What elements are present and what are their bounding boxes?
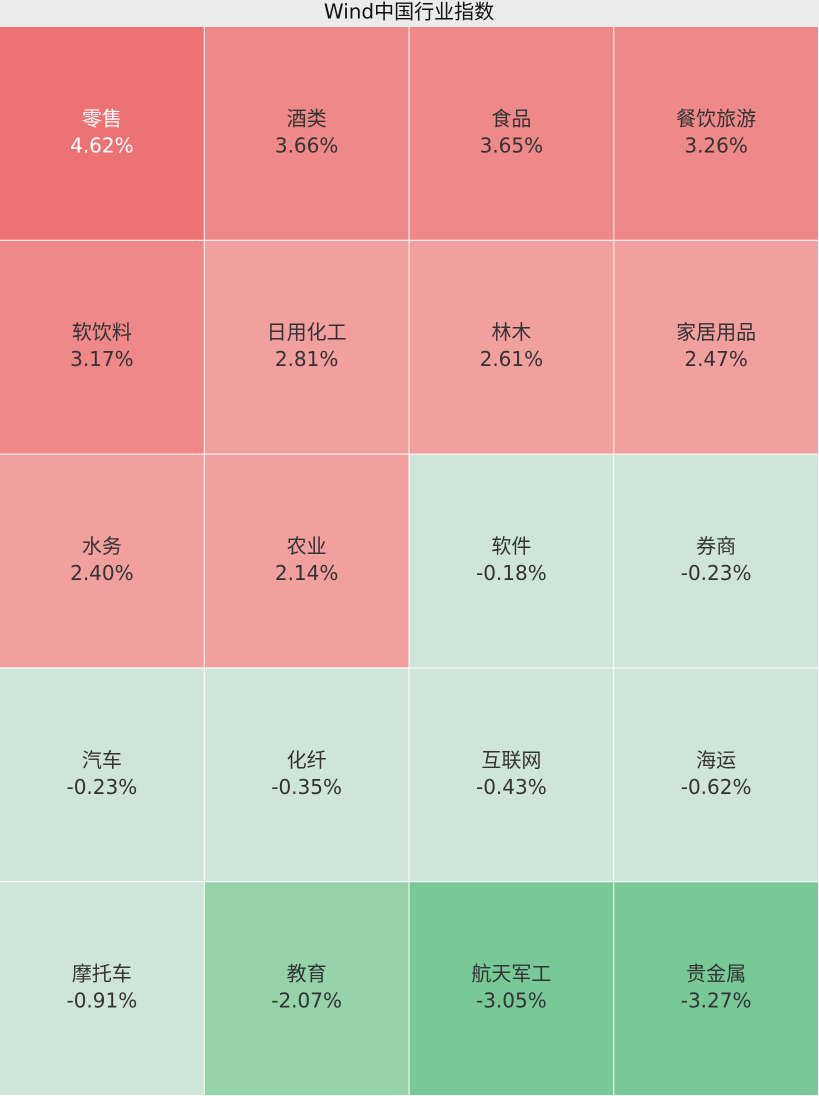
heat-cell [0, 882, 204, 1095]
cell-value: 4.62% [70, 133, 134, 157]
cell-label: 摩托车 [72, 962, 132, 986]
cell-label: 航天军工 [471, 962, 551, 986]
cell-value: 2.81% [275, 347, 339, 371]
cell-value: -0.23% [66, 775, 137, 799]
cell-value: -3.27% [681, 989, 752, 1013]
cell-value: 3.17% [70, 347, 134, 371]
heat-cell [614, 668, 818, 882]
cell-label: 餐饮旅游 [676, 106, 756, 130]
heat-cell [409, 240, 614, 454]
cell-label: 海运 [696, 748, 736, 772]
heat-cell [204, 240, 409, 454]
cell-value: -0.62% [681, 775, 752, 799]
heat-cell [614, 27, 818, 240]
heat-cell [409, 882, 614, 1095]
cell-value: -0.35% [271, 775, 342, 799]
cell-label: 零售 [82, 106, 122, 130]
cell-value: 2.61% [480, 347, 544, 371]
heat-cell [204, 454, 409, 668]
heat-cell [204, 27, 409, 240]
cell-value: -3.05% [476, 989, 547, 1013]
cell-label: 教育 [287, 962, 327, 986]
cell-label: 林木 [491, 320, 531, 344]
cell-value: -0.91% [66, 989, 137, 1013]
cell-value: -0.43% [476, 775, 547, 799]
cell-label: 酒类 [287, 106, 327, 130]
cell-value: -0.23% [681, 561, 752, 585]
heat-cell [409, 668, 614, 882]
heat-cell [0, 454, 204, 668]
cell-label: 家居用品 [676, 320, 756, 344]
cell-value: 3.66% [275, 133, 339, 157]
heat-cell [614, 454, 818, 668]
cell-label: 软饮料 [72, 320, 132, 344]
cell-label: 农业 [287, 534, 327, 558]
heat-cell [409, 27, 614, 240]
cell-value: 3.65% [480, 133, 544, 157]
cell-label: 水务 [82, 534, 122, 558]
cell-value: 2.40% [70, 561, 134, 585]
cell-label: 软件 [491, 534, 531, 558]
title-bar [0, 0, 819, 27]
cell-label: 贵金属 [686, 962, 746, 986]
heat-cell [614, 882, 818, 1095]
heat-cell [0, 668, 204, 882]
heat-cell [614, 240, 818, 454]
cell-label: 日用化工 [267, 320, 347, 344]
cell-value: -2.07% [271, 989, 342, 1013]
cell-label: 化纤 [287, 748, 327, 772]
heat-cell [409, 454, 614, 668]
cell-value: 3.26% [684, 133, 748, 157]
heat-cell [0, 240, 204, 454]
cell-label: 互联网 [481, 748, 541, 772]
cell-label: 食品 [491, 106, 531, 130]
cell-label: 汽车 [82, 748, 122, 772]
cell-value: -0.18% [476, 561, 547, 585]
chart-title: Wind中国行业指数 [324, 0, 494, 24]
cell-label: 券商 [696, 534, 736, 558]
cell-value: 2.14% [275, 561, 339, 585]
heat-cell [204, 882, 409, 1095]
heat-cell [0, 27, 204, 240]
cell-value: 2.47% [684, 347, 748, 371]
heat-cell [204, 668, 409, 882]
